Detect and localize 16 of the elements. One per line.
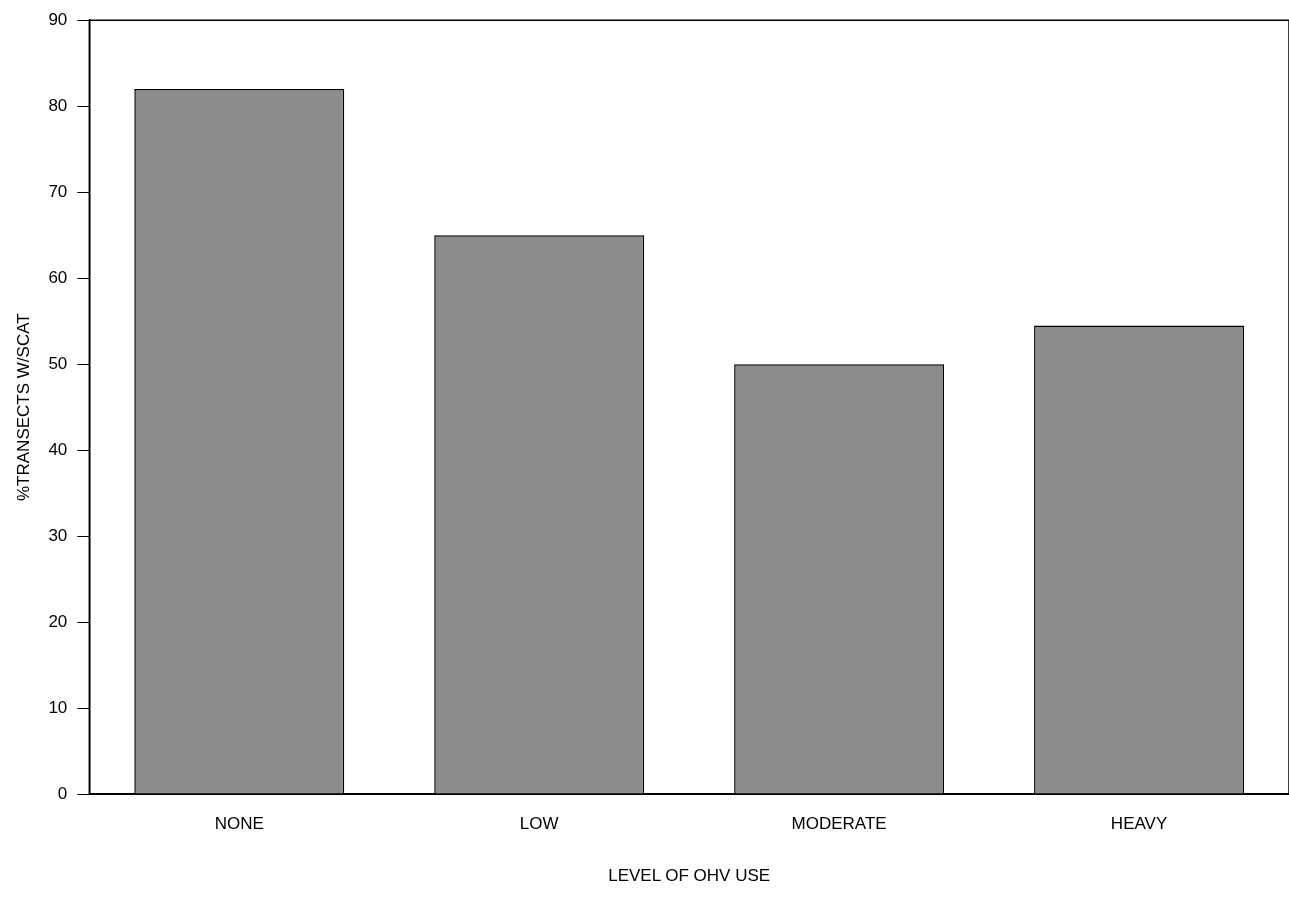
y-tick-label: 40 <box>48 439 68 459</box>
x-tick-label: LOW <box>519 814 559 834</box>
y-tick-label: 70 <box>48 181 68 201</box>
y-tick-label: 10 <box>48 697 68 717</box>
y-tick-label: 90 <box>48 9 68 29</box>
x-tick-label: MODERATE <box>791 814 887 834</box>
y-tick-label: 0 <box>57 783 68 803</box>
y-tick-label: 80 <box>48 95 68 115</box>
y-tick-label: 30 <box>48 525 68 545</box>
x-tick-label: HEAVY <box>1110 814 1168 834</box>
x-tick-label: NONE <box>214 814 264 834</box>
y-tick-label: 50 <box>48 353 68 373</box>
x-axis-title: LEVEL OF OHV USE <box>608 866 771 886</box>
y-axis-title: %TRANSECTS W/SCAT <box>13 313 33 502</box>
y-tick-label: 60 <box>48 267 68 287</box>
y-tick-label: 20 <box>48 611 68 631</box>
